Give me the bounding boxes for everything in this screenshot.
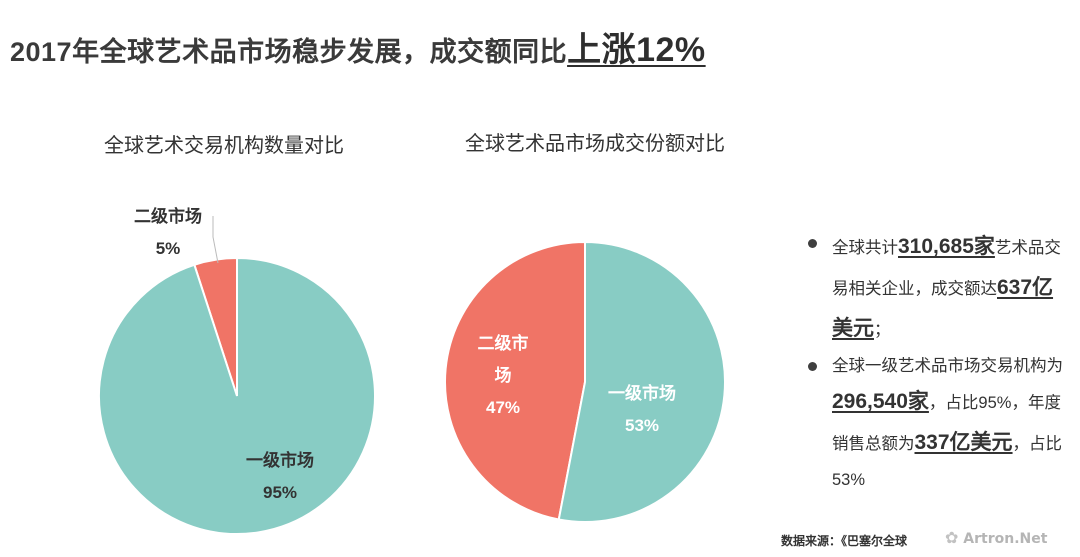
bullet-text: ，占比53% [832,434,1063,489]
watermark: ✿ Artron.Net [945,528,1047,547]
data-source: 数据来源：《巴塞尔全球 [781,534,908,548]
pie2-secondary-name-line1: 二级市 [478,333,529,353]
bullet-text: ，占比95%，年度销售总额为 [832,393,1061,453]
pie1-primary-name: 一级市场 [246,450,314,470]
title-highlight: 上涨12% [567,31,706,69]
pie2-primary-name: 一级市场 [608,383,676,403]
bullet-item-total: 全球共计310,685家艺术品交易相关企业，成交额达637亿美元； [806,227,1068,350]
bullet-number: 296,540家 [832,389,929,413]
pie1-callout-line [212,216,219,264]
bullet-number: 337亿美元 [914,430,1013,454]
bullet-text: 全球一级艺术品市场交易机构为 [832,356,1063,375]
watermark-text: Artron.Net [963,531,1048,547]
bullet-item-primary: 全球一级艺术品市场交易机构为 296,540家，占比95%，年度销售总额为337亿… [806,350,1068,496]
bullet-dot-icon [808,361,817,371]
bullet-dot-icon [808,239,817,248]
pie1-primary-pct: 95% [263,483,297,502]
pie1-slice-primary [98,256,376,535]
pie1-secondary-name: 二级市场 [134,206,202,226]
bullet-number: 637亿美元 [832,275,1054,340]
title-prefix: 2017年全球艺术品市场稳步发展，成交额同比 [10,37,568,67]
bullet-text: 艺术品交易相关企业，成交额达 [832,239,1061,298]
pie-chart-institutions [98,256,376,535]
bullet-text: 全球共计 [832,239,898,257]
pie2-secondary-pct: 47% [486,398,520,417]
summary-bullets: 全球共计310,685家艺术品交易相关企业，成交额达637亿美元； 全球一级艺术… [806,227,1068,496]
chart-title-share: 全球艺术品市场成交份额对比 [465,133,725,155]
pie2-secondary-name-line2: 场 [495,366,512,385]
pie-chart-share [444,240,726,523]
pie2-slice-secondary [444,240,586,521]
pie2-primary-pct: 53% [625,416,659,435]
artron-logo-icon: ✿ [945,528,959,547]
pie1-secondary-pct: 5% [156,239,181,258]
bullet-text: ； [874,320,891,339]
bullet-number: 310,685家 [898,235,995,258]
pie2-slice-primary [557,240,726,523]
chart-title-institutions: 全球艺术交易机构数量对比 [104,135,344,157]
page-title: 2017年全球艺术品市场稳步发展，成交额同比上涨12% [10,22,706,71]
